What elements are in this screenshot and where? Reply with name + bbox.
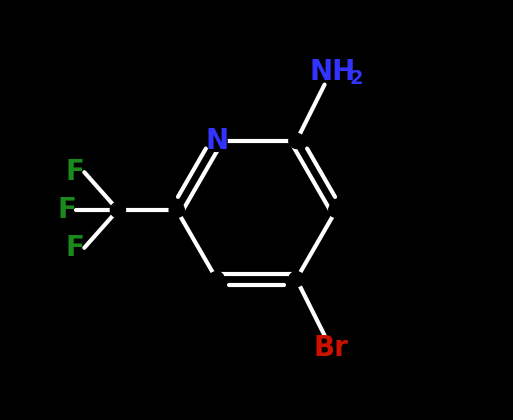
Circle shape bbox=[206, 130, 227, 151]
Circle shape bbox=[289, 133, 304, 148]
Text: F: F bbox=[66, 158, 85, 186]
Circle shape bbox=[209, 272, 224, 287]
Text: F: F bbox=[66, 234, 85, 262]
Circle shape bbox=[329, 202, 344, 218]
Circle shape bbox=[110, 202, 126, 218]
Circle shape bbox=[289, 272, 304, 287]
Circle shape bbox=[169, 202, 184, 218]
Text: Br: Br bbox=[313, 334, 348, 362]
Text: F: F bbox=[57, 196, 76, 224]
Text: NH: NH bbox=[310, 58, 356, 86]
Text: N: N bbox=[205, 127, 228, 155]
Text: 2: 2 bbox=[349, 69, 363, 88]
